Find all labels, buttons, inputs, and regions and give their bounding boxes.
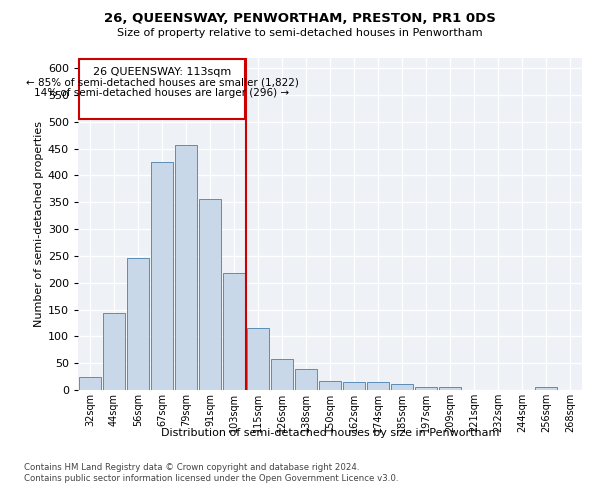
Bar	[199, 199, 221, 390]
Bar	[103, 314, 125, 390]
Bar	[367, 382, 389, 390]
Text: Size of property relative to semi-detached houses in Penwortham: Size of property relative to semi-detach…	[117, 28, 483, 38]
Bar	[79, 376, 101, 390]
Bar	[151, 162, 173, 390]
Text: ← 85% of semi-detached houses are smaller (1,822): ← 85% of semi-detached houses are smalle…	[26, 78, 298, 88]
Bar	[439, 388, 461, 390]
Bar	[271, 359, 293, 390]
Bar	[391, 384, 413, 390]
Y-axis label: Number of semi-detached properties: Number of semi-detached properties	[34, 120, 44, 327]
Bar	[343, 382, 365, 390]
Text: Contains public sector information licensed under the Open Government Licence v3: Contains public sector information licen…	[24, 474, 398, 483]
FancyBboxPatch shape	[79, 58, 245, 119]
Bar	[319, 381, 341, 390]
Text: 26, QUEENSWAY, PENWORTHAM, PRESTON, PR1 0DS: 26, QUEENSWAY, PENWORTHAM, PRESTON, PR1 …	[104, 12, 496, 26]
Bar	[223, 273, 245, 390]
Text: 14% of semi-detached houses are larger (296) →: 14% of semi-detached houses are larger (…	[34, 88, 290, 98]
Text: 26 QUEENSWAY: 113sqm: 26 QUEENSWAY: 113sqm	[93, 66, 231, 76]
Bar	[535, 388, 557, 390]
Text: Distribution of semi-detached houses by size in Penwortham: Distribution of semi-detached houses by …	[161, 428, 499, 438]
Bar	[247, 328, 269, 390]
Text: Contains HM Land Registry data © Crown copyright and database right 2024.: Contains HM Land Registry data © Crown c…	[24, 462, 359, 471]
Bar	[127, 258, 149, 390]
Bar	[415, 387, 437, 390]
Bar	[175, 145, 197, 390]
Bar	[295, 369, 317, 390]
